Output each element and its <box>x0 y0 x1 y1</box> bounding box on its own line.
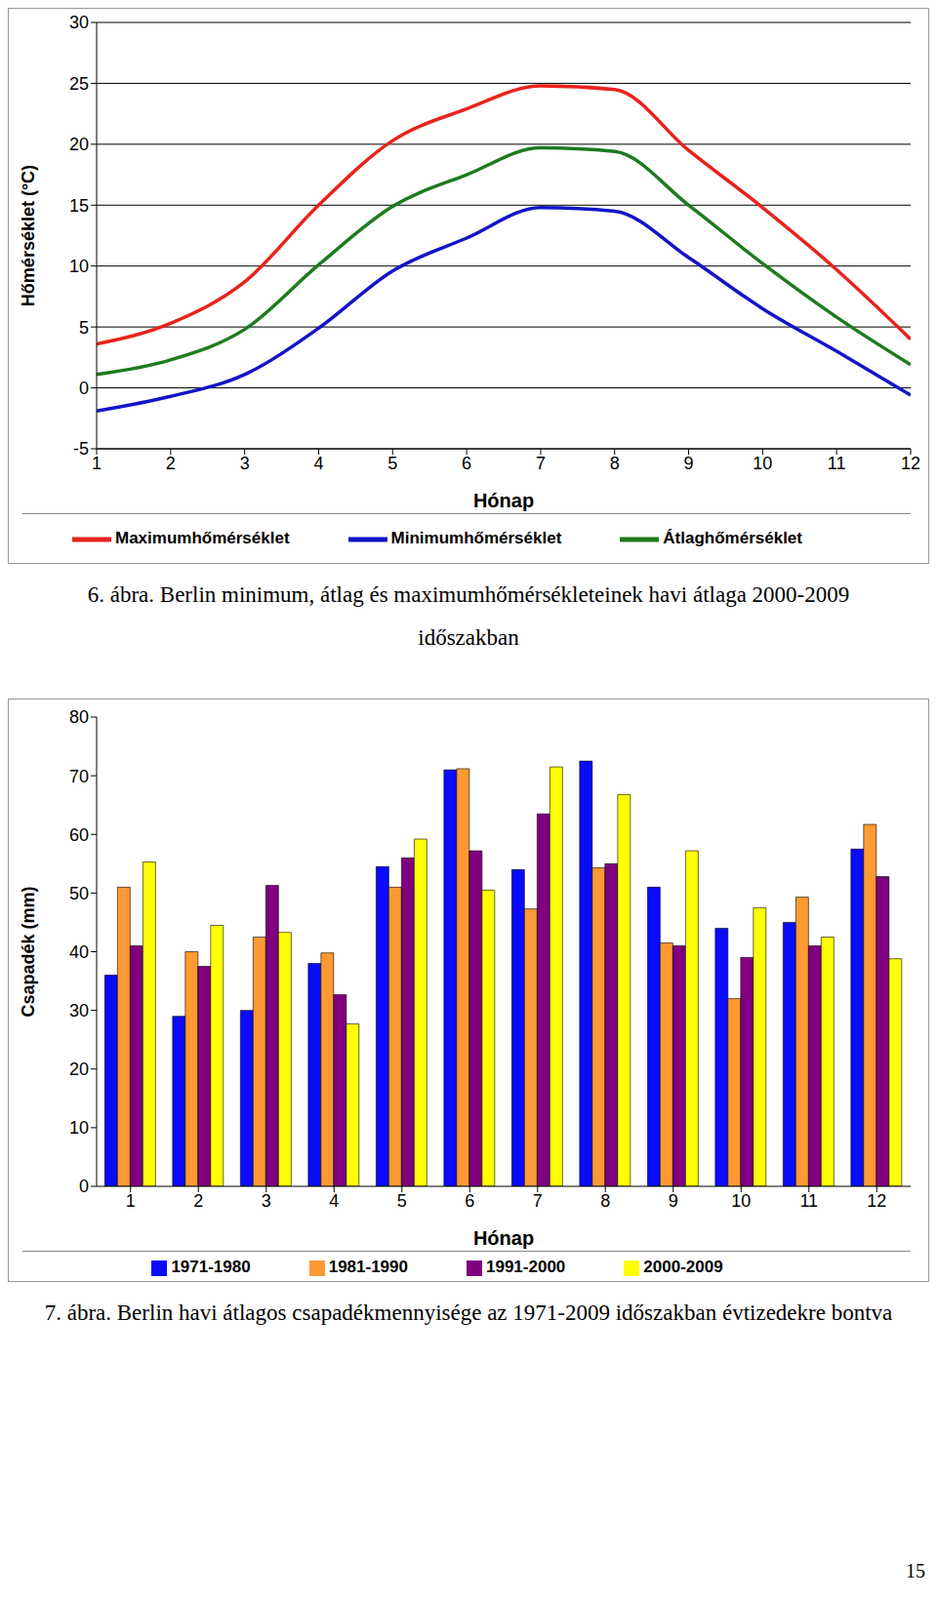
html-text:1981-1990: 1981-1990 <box>328 1258 408 1277</box>
svg-text:70: 70 <box>69 767 89 787</box>
svg-text:11: 11 <box>827 453 847 474</box>
svg-text:30: 30 <box>69 1001 89 1021</box>
html-text:7. ábra. Berlin havi átlagos c: 7. ábra. Berlin havi átlagos csapadékmen… <box>44 1301 893 1326</box>
svg-text:30: 30 <box>69 12 89 33</box>
svg-text:8: 8 <box>610 453 620 474</box>
svg-text:40: 40 <box>69 942 89 963</box>
html-text:1991-2000: 1991-2000 <box>486 1258 566 1277</box>
svg-text:60: 60 <box>69 825 89 846</box>
svg-text:3: 3 <box>240 453 250 474</box>
svg-text:9: 9 <box>668 1191 679 1212</box>
html-text:Maximumhőmérséklet: Maximumhőmérséklet <box>115 529 290 549</box>
svg-text:Hónap: Hónap <box>473 489 534 512</box>
html-text:2000-2009: 2000-2009 <box>643 1258 723 1277</box>
svg-text:4: 4 <box>313 453 324 474</box>
svg-text:5: 5 <box>397 1191 408 1212</box>
svg-text:Csapadék (mm): Csapadék (mm) <box>18 886 39 1018</box>
svg-text:Hónap: Hónap <box>473 1227 534 1250</box>
svg-text:20: 20 <box>69 1059 89 1080</box>
svg-text:1: 1 <box>125 1191 136 1212</box>
svg-text:-5: -5 <box>73 439 89 459</box>
svg-text:8: 8 <box>600 1191 611 1212</box>
html-text:15: 15 <box>905 1560 926 1583</box>
svg-text:10: 10 <box>731 1191 751 1212</box>
svg-text:5: 5 <box>79 318 89 338</box>
svg-text:Hőmérséklet (°C): Hőmérséklet (°C) <box>18 164 39 307</box>
html-text:1971-1980: 1971-1980 <box>171 1258 251 1277</box>
svg-text:15: 15 <box>69 196 89 216</box>
html-text:6. ábra. Berlin minimum, átlag: 6. ábra. Berlin minimum, átlag és maximu… <box>87 582 850 651</box>
svg-text:2: 2 <box>193 1191 204 1212</box>
svg-text:2: 2 <box>165 453 176 474</box>
svg-text:25: 25 <box>69 74 89 94</box>
svg-text:10: 10 <box>752 453 773 474</box>
html-text:Átlaghőmérséklet: Átlaghőmérséklet <box>663 529 803 549</box>
svg-text:50: 50 <box>69 884 89 904</box>
svg-text:12: 12 <box>900 453 921 474</box>
svg-text:6: 6 <box>464 1191 475 1212</box>
svg-text:0: 0 <box>79 378 89 399</box>
svg-text:11: 11 <box>799 1191 818 1212</box>
svg-text:12: 12 <box>866 1191 887 1212</box>
svg-text:9: 9 <box>684 453 694 474</box>
svg-text:0: 0 <box>79 1177 89 1197</box>
svg-text:7: 7 <box>535 453 546 474</box>
svg-text:6: 6 <box>461 453 472 474</box>
svg-text:4: 4 <box>328 1191 339 1212</box>
html-text:Minimumhőmérséklet: Minimumhőmérséklet <box>391 529 562 549</box>
svg-text:1: 1 <box>91 453 102 474</box>
svg-text:3: 3 <box>261 1191 272 1212</box>
svg-text:10: 10 <box>69 1118 89 1139</box>
svg-text:20: 20 <box>69 134 89 155</box>
svg-text:5: 5 <box>387 453 398 474</box>
svg-text:7: 7 <box>532 1191 543 1212</box>
svg-text:10: 10 <box>69 256 89 277</box>
svg-text:80: 80 <box>69 707 89 728</box>
